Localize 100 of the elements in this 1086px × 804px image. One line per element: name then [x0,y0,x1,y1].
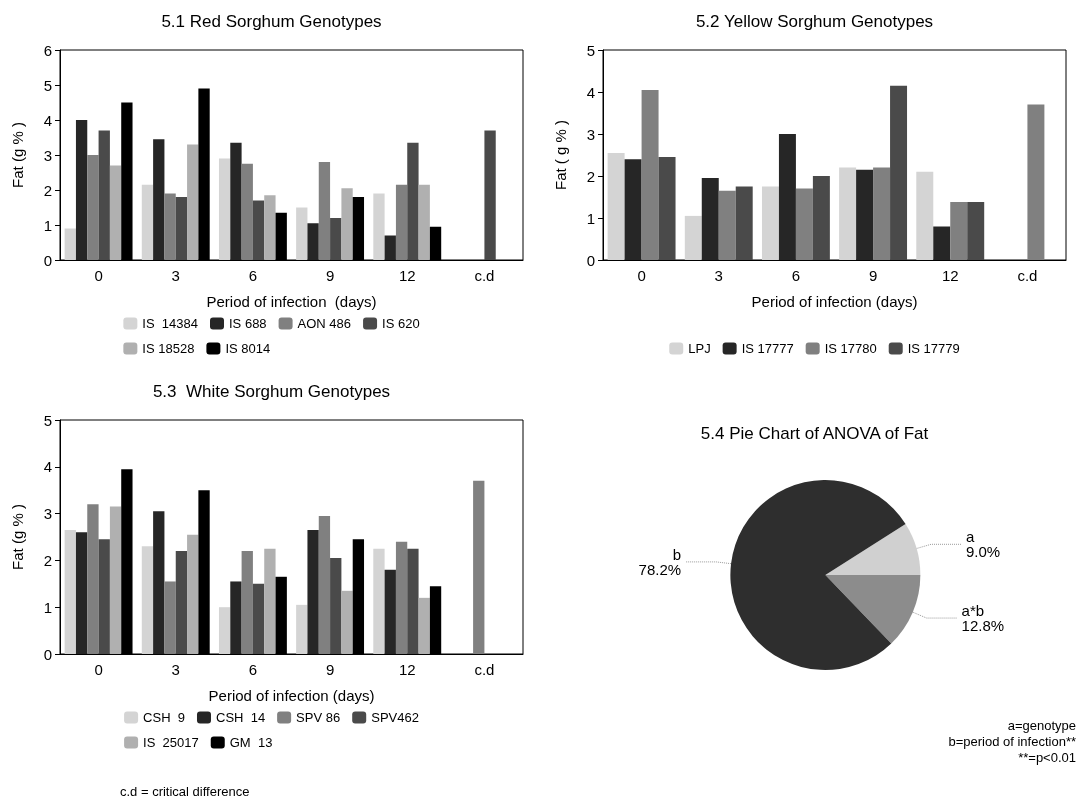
bar [890,85,908,260]
bar [778,134,796,260]
y-tick-label: 3 [43,146,52,164]
bar [418,597,430,654]
bar [187,144,199,260]
y-tick-label: 6 [43,41,52,59]
chart-title: 5.2 Yellow Sorghum Genotypes [695,12,934,31]
bar [839,167,857,260]
bar [318,515,331,654]
bar [87,504,99,654]
legend-label: IS 8014 [225,341,271,356]
y-tick-label: 0 [586,251,595,269]
bar [109,165,122,260]
x-tick-label: 6 [791,267,801,284]
text: **=p<0.01 [1018,750,1077,765]
x-tick-label: 6 [248,267,258,284]
bar [218,607,231,654]
bar [373,193,385,260]
bar [264,195,276,260]
bar [933,226,951,260]
x-tick-label: 3 [171,661,180,678]
y-tick-label: 4 [43,111,52,129]
y-tick-label: 4 [43,458,52,476]
x-tick-label: 0 [637,267,646,284]
bar [624,159,642,260]
bar [735,186,753,260]
y-axis-title: Fat ( g % ) [552,119,569,191]
bar [187,534,199,654]
bar [164,581,176,654]
bar [341,590,353,654]
bar [307,529,319,654]
x-axis-title: Period of infection (days) [751,293,918,310]
x-axis-title: Period of infection (days) [208,687,375,704]
bar [153,139,165,260]
legend-label: IS 18528 [142,341,195,356]
bar [230,142,242,260]
slice-label: b [672,545,682,563]
bar [330,218,342,260]
y-tick-label: 4 [586,83,595,101]
legend-label: IS 25017 [143,735,199,750]
bar [395,184,408,260]
x-tick-label: 12 [398,267,416,284]
bar [407,548,419,654]
bar [701,178,719,260]
x-tick-label: 0 [94,661,103,678]
y-tick-label: 2 [43,181,52,199]
legend-label: CSH 14 [215,710,266,725]
chart-title: 5.3 White Sorghum Genotypes [152,382,391,401]
x-axis-title: Period of infection (days) [206,293,377,310]
x-tick-label: 3 [714,267,723,284]
text: b=period of infection** [948,734,1076,749]
bar [641,89,659,260]
y-tick-label: 1 [43,216,52,234]
legend-label: IS 17780 [824,341,877,356]
data-label: 78.2% [638,560,682,578]
bar [241,163,253,260]
bar [164,193,176,260]
y-axis-title: Fat (g % ) [9,122,26,188]
bar [264,548,276,654]
x-tick-label: 12 [398,661,416,678]
y-tick-label: 2 [586,167,595,185]
legend-label: IS 17777 [741,341,794,356]
bar [607,152,625,260]
bar [153,511,165,654]
legend-label: IS 688 [229,316,267,331]
x-tick-label: 0 [94,267,103,284]
bar [141,184,154,260]
legend-label: IS 17779 [907,341,960,356]
x-tick-label: c.d [474,661,495,678]
legend-label: IS 620 [382,316,420,331]
bar [330,558,342,654]
bar [384,235,396,260]
bar [241,551,253,654]
bar [395,541,408,654]
legend-label: IS 14384 [142,316,199,331]
y-tick-label: 1 [43,598,52,616]
bar [916,171,934,260]
chart-title: 5.1 Red Sorghum Genotypes [161,12,382,31]
bar [795,188,813,260]
bar [484,130,496,260]
bar [373,548,385,654]
x-tick-label: 3 [171,267,180,284]
bar [87,155,99,260]
bar [341,188,353,260]
bar [407,142,419,260]
legend-label: SPV462 [371,710,419,725]
bar [384,569,396,654]
bar [873,167,891,260]
bar [967,202,985,260]
y-axis-title: Fat (g % ) [9,504,26,570]
bar [109,506,122,654]
x-tick-label: 6 [248,661,258,678]
y-tick-label: 5 [586,41,595,59]
y-tick-label: 0 [43,251,52,269]
slice-label: a [965,528,975,546]
data-label: 9.0% [965,543,1001,561]
bar [296,207,308,260]
bar [75,120,88,260]
bar [252,200,265,260]
legend-label: LPJ [688,341,711,356]
